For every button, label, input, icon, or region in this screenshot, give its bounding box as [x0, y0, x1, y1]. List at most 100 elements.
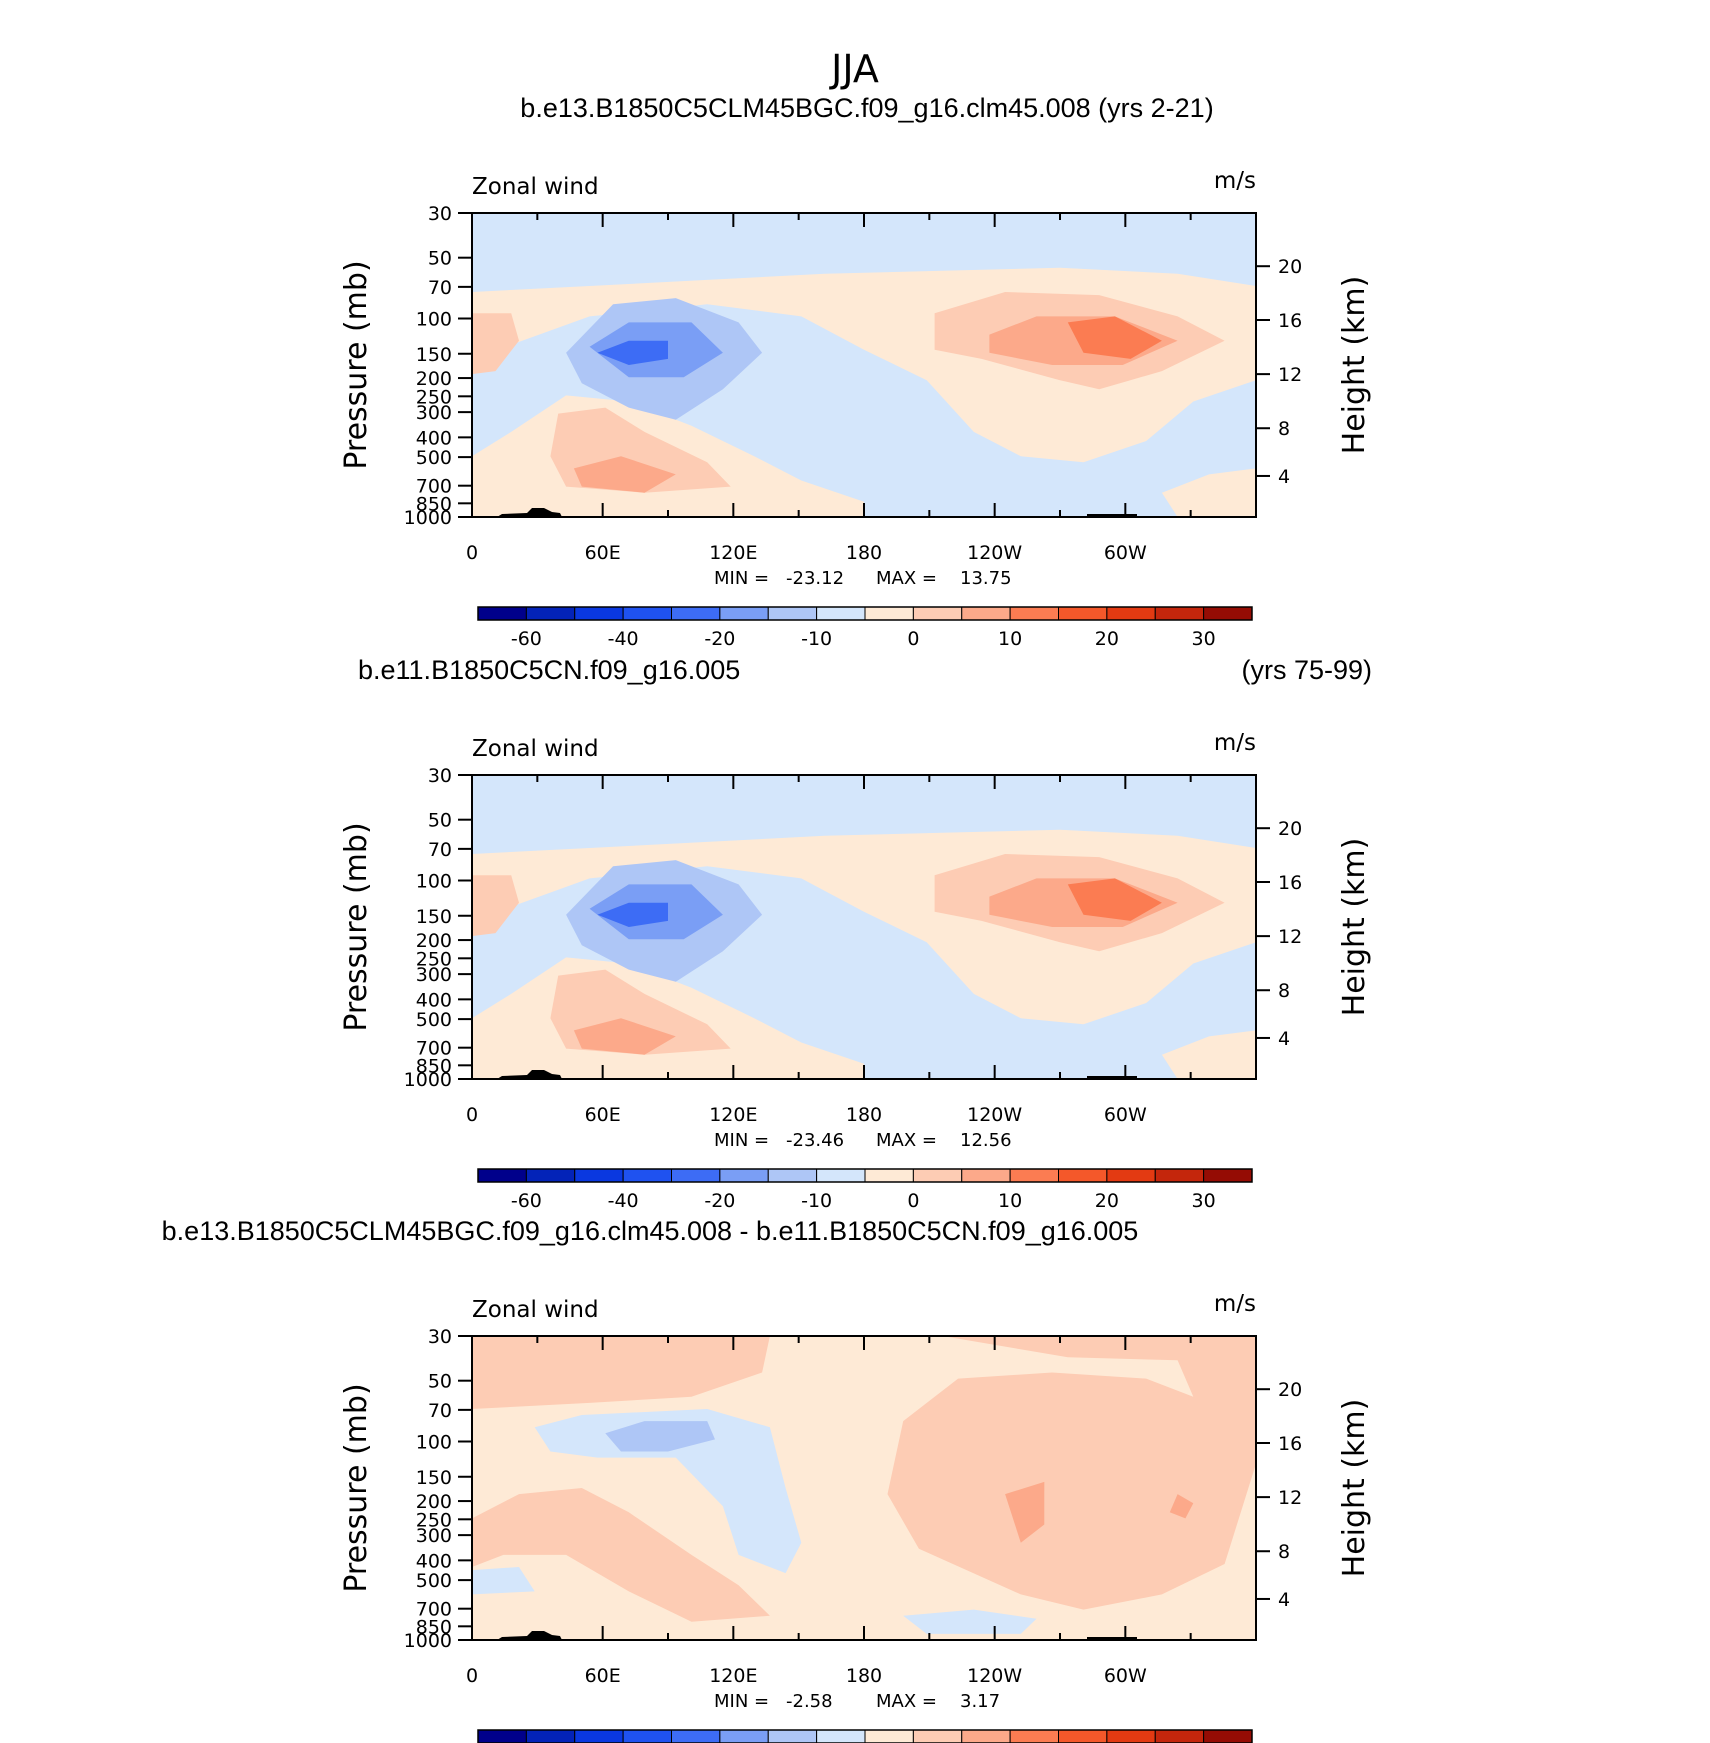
colorbar-frame	[477, 1729, 1253, 1743]
min-label: MIN =	[714, 1130, 769, 1151]
colorbar-swatch	[719, 606, 769, 621]
contour-region	[1067, 878, 1162, 921]
colorbar-swatch	[719, 1729, 769, 1743]
min-value: -23.46	[786, 1130, 844, 1151]
contour-region	[1169, 1494, 1194, 1519]
y-tick-label: 100	[416, 1431, 452, 1453]
colorbar-swatch	[477, 1729, 527, 1743]
y-tick-label: 850	[416, 1055, 452, 1077]
height-tick-label: 12	[1278, 926, 1302, 948]
y-axis-title: Pressure (mb)	[339, 1383, 374, 1592]
max-value: 3.17	[960, 1691, 1000, 1712]
colorbar-frame	[477, 606, 1253, 621]
colorbar-label: -40	[608, 1190, 639, 1212]
height-tick-label: 16	[1278, 310, 1302, 332]
colorbar-swatch	[1058, 606, 1108, 621]
panel-title: b.e13.B1850C5CLM45BGC.f09_g16.clm45.008 …	[162, 1216, 1139, 1246]
variable-label: Zonal wind	[472, 174, 599, 200]
y-tick-label: 700	[416, 476, 452, 498]
colorbar-label: -60	[511, 628, 542, 650]
y-tick-label: 30	[428, 765, 452, 787]
x-tick-label: 60E	[585, 1104, 621, 1126]
panel-title-years: (yrs 75-99)	[1241, 655, 1372, 685]
colorbar-swatch	[961, 1168, 1011, 1183]
y-tick-label: 200	[416, 1491, 452, 1513]
contour-region	[605, 1421, 715, 1452]
height-tick-label: 16	[1278, 872, 1302, 894]
colorbar-label: 0	[907, 1190, 919, 1212]
y-tick-label: 150	[416, 344, 452, 366]
colorbar-swatch	[622, 606, 672, 621]
x-tick-label: 180	[846, 542, 882, 564]
height-axis-title: Height (km)	[1337, 838, 1372, 1017]
x-tick-label: 60W	[1104, 1665, 1147, 1687]
colorbar-swatch	[1106, 606, 1156, 621]
y-tick-label: 50	[428, 810, 452, 832]
panel-3: b.e13.B1850C5CLM45BGC.f09_g16.clm45.008 …	[162, 1216, 1372, 1743]
colorbar-swatch	[574, 1168, 624, 1183]
colorbar-label: 0	[907, 628, 919, 650]
y-tick-label: 850	[416, 1616, 452, 1638]
height-tick-label: 16	[1278, 1433, 1302, 1455]
contour-region	[903, 1609, 1037, 1634]
x-tick-label: 60E	[585, 1665, 621, 1687]
panel-title: b.e13.B1850C5CLM45BGC.f09_g16.clm45.008 …	[520, 93, 1213, 123]
x-tick-label: 0	[466, 542, 478, 564]
y-tick-label: 150	[416, 1467, 452, 1489]
colorbar-label: -40	[608, 628, 639, 650]
colorbar-swatch	[477, 1168, 527, 1183]
colorbar-swatch	[864, 1168, 914, 1183]
y-tick-label: 250	[416, 948, 452, 970]
height-tick-label: 4	[1278, 1589, 1290, 1611]
topography	[1087, 1637, 1137, 1640]
y-tick-label: 700	[416, 1038, 452, 1060]
y-tick-label: 1000	[404, 1630, 452, 1652]
height-tick-label: 8	[1278, 418, 1290, 440]
colorbar-swatch	[816, 606, 866, 621]
min-value: -23.12	[786, 568, 844, 589]
height-axis-title: Height (km)	[1337, 1399, 1372, 1578]
colorbar-swatch	[961, 1729, 1011, 1743]
colorbar-swatch	[1009, 1729, 1059, 1743]
topography	[1087, 514, 1137, 517]
variable-label: Zonal wind	[472, 1297, 599, 1323]
colorbar-swatch	[477, 606, 527, 621]
colorbar-swatch	[1009, 1168, 1059, 1183]
y-tick-label: 300	[416, 402, 452, 424]
units-label: m/s	[1214, 1291, 1256, 1317]
colorbar-swatch	[1058, 1168, 1108, 1183]
colorbar-swatch	[1154, 1168, 1205, 1183]
x-tick-label: 120W	[967, 542, 1022, 564]
colorbar-label: 20	[1095, 628, 1119, 650]
contour-region	[887, 1336, 1256, 1610]
y-tick-label: 500	[416, 1570, 452, 1592]
colorbar-swatch	[525, 1729, 576, 1743]
topography	[1087, 1076, 1137, 1079]
colorbar-swatch	[671, 1168, 721, 1183]
y-tick-label: 200	[416, 368, 452, 390]
max-label: MAX =	[876, 1691, 937, 1712]
min-label: MIN =	[714, 568, 769, 589]
colorbar-label: 20	[1095, 1190, 1119, 1212]
max-value: 13.75	[960, 568, 1012, 589]
colorbar-swatch	[1203, 1168, 1253, 1183]
colorbar-label: 30	[1192, 1190, 1216, 1212]
colorbar-label: -60	[511, 1190, 542, 1212]
y-tick-label: 30	[428, 1326, 452, 1348]
colorbar-label: 10	[998, 628, 1022, 650]
x-tick-label: 180	[846, 1665, 882, 1687]
y-tick-label: 70	[428, 1400, 452, 1422]
colorbar-swatch	[864, 606, 914, 621]
x-tick-label: 120E	[709, 1665, 757, 1687]
height-tick-label: 4	[1278, 466, 1290, 488]
contour-region	[1161, 468, 1256, 517]
contour-region	[903, 471, 1131, 511]
y-tick-label: 200	[416, 930, 452, 952]
y-tick-label: 70	[428, 277, 452, 299]
contour-region	[472, 1336, 770, 1409]
topography	[497, 1631, 562, 1640]
y-tick-label: 100	[416, 308, 452, 330]
height-tick-label: 8	[1278, 980, 1290, 1002]
colorbar-label: -10	[801, 1190, 832, 1212]
